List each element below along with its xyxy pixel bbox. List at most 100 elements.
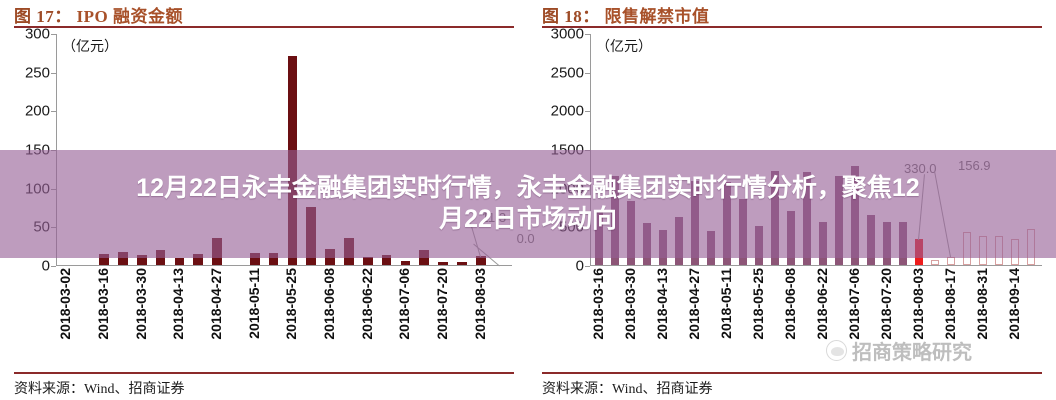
bar: [882, 221, 892, 265]
bar: [754, 225, 764, 265]
figure-17-x-axis: [56, 265, 512, 266]
bar: [155, 250, 166, 265]
bar: [978, 236, 988, 265]
x-tick-label: 2018-08-31: [974, 268, 990, 340]
bar: [946, 256, 956, 265]
y-tick-label: 250: [24, 64, 50, 82]
bar: [249, 253, 260, 265]
bar: [834, 176, 844, 265]
bar: [99, 254, 109, 265]
data-label: 11.3: [481, 210, 507, 226]
bar: [594, 210, 604, 265]
figure-18-source-rule: [542, 372, 1042, 374]
x-tick-label: 2018-05-25: [750, 268, 766, 340]
y-tick-mark: [51, 188, 56, 190]
bar: [438, 261, 448, 265]
bar: [344, 237, 354, 265]
x-tick-label: 2018-03-16: [95, 268, 112, 340]
y-tick-label: 3000: [550, 25, 584, 43]
x-tick-label: 2018-04-27: [208, 268, 225, 340]
y-tick-mark: [51, 150, 56, 151]
bar: [914, 239, 924, 265]
x-tick-label: 2018-05-25: [283, 268, 300, 340]
figure-17-x-tick-labels: 2018-03-02 2018-03-16 2018-03-30 2018-04-13…: [56, 268, 508, 348]
y-tick-label: 50: [33, 218, 50, 236]
bar: [174, 258, 185, 265]
x-tick-label: 2018-06-08: [321, 268, 338, 340]
figure-panel-17: 图 17： IPO 融资金额 （亿元） 0 50 100 150 200 250 300 11…: [14, 2, 535, 397]
y-tick-mark: [585, 111, 590, 113]
bar: [898, 221, 908, 265]
x-tick-label: 2018-04-27: [686, 268, 702, 340]
x-tick-label: 2018-04-13: [654, 268, 670, 340]
bar: [136, 254, 147, 265]
bar: [642, 223, 652, 265]
bar: [306, 207, 317, 265]
x-tick-label: 2018-08-03: [471, 268, 488, 340]
figure-17-title: 图 17： IPO 融资金额: [14, 2, 183, 27]
figure-18-title-rule: [542, 26, 1042, 28]
bar: [268, 253, 279, 265]
x-tick-label: 2018-03-30: [622, 268, 638, 340]
bar: [118, 251, 128, 265]
bar: [818, 221, 828, 265]
bar: [770, 170, 780, 265]
y-tick-mark: [51, 72, 56, 74]
bar: [994, 236, 1004, 265]
bar: [419, 249, 430, 265]
bar: [457, 261, 467, 265]
figure-panel-18: 图 18： 限售解禁市值 （亿元） 0 500 1000 1500 2000 2500 30…: [528, 0, 1056, 400]
figure-18-title-text: 限售解禁市值: [604, 7, 710, 26]
figure-18-x-axis: [590, 265, 1042, 266]
figure-17-title-rule: [14, 26, 514, 28]
y-tick-label: 1500: [550, 141, 584, 159]
y-tick-label: 200: [24, 102, 50, 120]
bar: [610, 176, 620, 265]
bar: [325, 248, 335, 265]
x-tick-label: 2018-07-06: [846, 268, 862, 340]
figure-18-number: 图 18：: [542, 7, 600, 26]
x-tick-label: 2018-07-20: [434, 268, 451, 340]
bar: [930, 260, 940, 265]
y-tick-label: 100: [24, 180, 50, 198]
y-tick-mark: [585, 266, 590, 267]
bar: [362, 257, 373, 265]
x-tick-label: 2018-04-13: [170, 268, 187, 340]
x-tick-label: 2018-03-16: [590, 268, 606, 340]
figure-18-unit-label: （亿元）: [596, 40, 652, 55]
bar: [738, 198, 748, 265]
x-tick-label: 2018-06-08: [782, 268, 798, 340]
bar: [400, 261, 411, 265]
figure-17-unit-label: （亿元）: [62, 40, 118, 55]
y-tick-mark: [585, 34, 590, 35]
y-tick-mark: [585, 72, 590, 74]
bar: [674, 217, 684, 265]
x-tick-label: 2018-08-03: [910, 268, 926, 340]
bar: [802, 172, 812, 265]
x-tick-label: 2018-05-11: [718, 268, 734, 339]
figure-18-title: 图 18： 限售解禁市值: [542, 2, 710, 27]
y-tick-mark: [585, 227, 590, 229]
bar: [850, 166, 860, 265]
bar: [475, 256, 486, 265]
bar: [1026, 229, 1036, 265]
figure-17-number: 图 17：: [14, 7, 72, 26]
bar: [722, 182, 732, 265]
bar: [1010, 239, 1020, 265]
figure-18-bars: [591, 34, 1038, 265]
y-tick-label: 0: [575, 257, 584, 275]
y-tick-mark: [51, 266, 56, 267]
figure-17-source: 资料来源：Wind、招商证券: [14, 382, 185, 397]
y-tick-label: 1000: [550, 180, 584, 198]
figure-18-x-tick-labels: 2018-03-16 2018-03-30 2018-04-13 2018-04-27…: [590, 268, 1038, 348]
bar: [786, 210, 796, 265]
x-tick-label: 2018-08-17: [942, 268, 958, 340]
data-label: 330.0: [904, 161, 937, 177]
data-label: 156.9: [958, 158, 991, 174]
bar: [626, 200, 636, 265]
bar: [962, 231, 972, 265]
y-tick-label: 150: [24, 141, 50, 159]
bar: [658, 230, 668, 265]
x-tick-label: 2018-09-14: [1006, 268, 1022, 340]
